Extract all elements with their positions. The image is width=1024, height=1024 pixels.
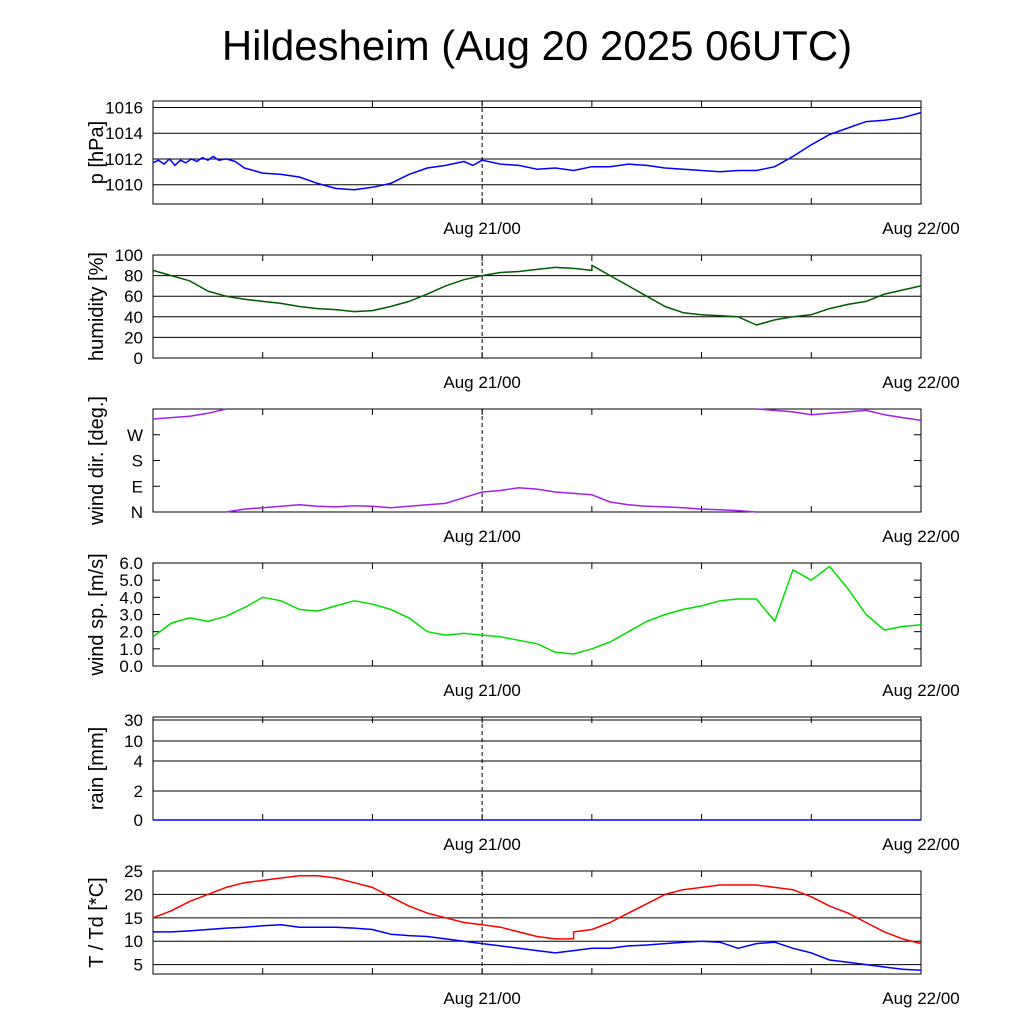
pressure-ytick-label: 1012 xyxy=(105,150,143,169)
humidity-ytick-label: 80 xyxy=(124,267,143,286)
rain-ytick-label: 30 xyxy=(124,711,143,730)
wind-speed-ylabel: wind sp. [m/s] xyxy=(86,553,108,676)
temperature-ylabel: T / Td [*C] xyxy=(86,877,108,967)
humidity-xtick-label: Aug 22/00 xyxy=(882,373,960,392)
wind-speed-ytick-label: 1.0 xyxy=(119,640,143,659)
wind-speed-ytick-label: 4.0 xyxy=(119,588,143,607)
pressure-xtick-label: Aug 22/00 xyxy=(882,219,960,238)
chart-title: Hildesheim (Aug 20 2025 06UTC) xyxy=(221,22,853,69)
rain-xtick-label: Aug 21/00 xyxy=(443,835,521,854)
wind-direction-ytick-label: S xyxy=(132,452,143,471)
temperature-ytick-label: 15 xyxy=(124,909,143,928)
wind-speed-xtick-label: Aug 22/00 xyxy=(882,681,960,700)
rain-ytick-label: 4 xyxy=(134,752,143,771)
wind-speed-xtick-label: Aug 21/00 xyxy=(443,681,521,700)
humidity-ytick-label: 20 xyxy=(124,328,143,347)
pressure-series-line xyxy=(152,111,922,191)
wind-direction-ylabel: wind dir. [deg.] xyxy=(86,396,108,526)
pressure-ytick-label: 1010 xyxy=(105,176,143,195)
temperature-series-line xyxy=(153,924,922,972)
wind-speed-ytick-label: 6.0 xyxy=(119,554,143,573)
wind-speed-ytick-label: 2.0 xyxy=(119,623,143,642)
wind-direction-frame xyxy=(152,408,922,513)
temperature-ytick-label: 5 xyxy=(134,956,143,975)
temperature-frame xyxy=(152,870,922,975)
temperature-series-line xyxy=(152,874,922,945)
wind-direction-series-line xyxy=(152,408,227,420)
temperature-ytick-label: 25 xyxy=(124,862,143,881)
temperature-ytick-label: 10 xyxy=(124,932,143,951)
wind-direction-xtick-label: Aug 21/00 xyxy=(443,527,521,546)
wind-direction-ytick-label: E xyxy=(132,477,143,496)
wind-speed-ytick-label: 0.0 xyxy=(119,657,143,676)
humidity-ytick-label: 100 xyxy=(115,246,143,265)
pressure-ytick-label: 1014 xyxy=(105,124,143,143)
wind-direction-series-line xyxy=(756,408,922,422)
rain-ytick-label: 2 xyxy=(134,782,143,801)
humidity-series-line xyxy=(152,264,922,326)
temperature-ytick-label: 20 xyxy=(124,885,143,904)
pressure-xtick-label: Aug 21/00 xyxy=(443,219,521,238)
wind-speed-frame xyxy=(152,562,922,667)
humidity-ytick-label: 60 xyxy=(124,287,143,306)
temperature-xtick-label: Aug 22/00 xyxy=(882,989,960,1008)
humidity-frame xyxy=(152,254,922,359)
pressure-ytick-label: 1016 xyxy=(105,98,143,117)
rain-ytick-label: 10 xyxy=(124,732,143,751)
wind-speed-series-line xyxy=(152,565,922,655)
humidity-ytick-label: 40 xyxy=(124,308,143,327)
wind-direction-series-line xyxy=(225,486,757,513)
humidity-ylabel: humidity [%] xyxy=(86,252,108,361)
wind-direction-ytick-label: N xyxy=(131,503,143,522)
wind-speed-ytick-label: 3.0 xyxy=(119,606,143,625)
temperature-xtick-label: Aug 21/00 xyxy=(443,989,521,1008)
wind-speed-ytick-label: 5.0 xyxy=(119,571,143,590)
humidity-ytick-label: 0 xyxy=(134,349,143,368)
wind-direction-xtick-label: Aug 22/00 xyxy=(882,527,960,546)
rain-ytick-label: 0 xyxy=(134,811,143,830)
pressure-ylabel: p [hPa] xyxy=(86,121,108,184)
pressure-frame xyxy=(152,100,922,205)
rain-xtick-label: Aug 22/00 xyxy=(882,835,960,854)
wind-direction-ytick-label: W xyxy=(127,426,143,445)
humidity-xtick-label: Aug 21/00 xyxy=(443,373,521,392)
rain-ylabel: rain [mm] xyxy=(86,727,108,810)
rain-frame xyxy=(152,716,922,821)
